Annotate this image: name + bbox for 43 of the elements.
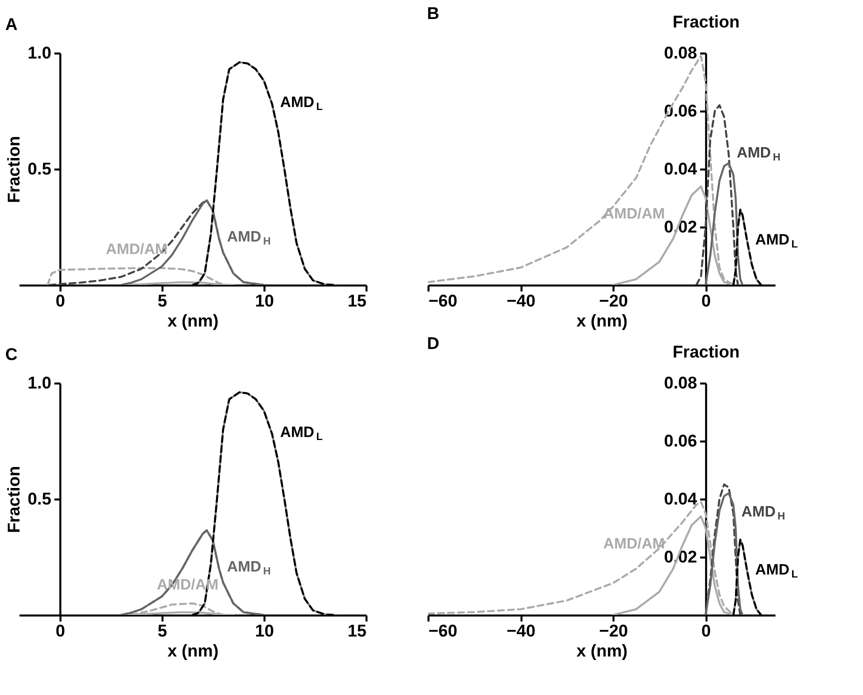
chart-title: B bbox=[427, 4, 440, 23]
x-tick-label: −40 bbox=[506, 622, 536, 640]
y-tick-label: 0.02 bbox=[664, 548, 698, 566]
x-tick-label: −60 bbox=[428, 292, 458, 310]
x-tick-label: 5 bbox=[158, 622, 168, 640]
y-tick-label: 0.08 bbox=[664, 374, 698, 392]
x-axis-title: x (nm) bbox=[168, 642, 218, 660]
x-tick-label: −20 bbox=[599, 622, 628, 640]
x-tick-label: 0 bbox=[56, 622, 66, 640]
y-tick-label: 1.0 bbox=[28, 44, 52, 62]
y-axis-title: Fraction bbox=[672, 342, 740, 362]
x-tick-label: −40 bbox=[506, 292, 536, 310]
x-axis-title: x (nm) bbox=[168, 312, 218, 330]
x-tick-label: 15 bbox=[348, 622, 366, 640]
y-tick-label: 0.04 bbox=[664, 490, 698, 508]
x-axis-title: x (nm) bbox=[576, 312, 628, 330]
x-tick-label: −60 bbox=[428, 622, 458, 640]
x-tick-label: 5 bbox=[158, 292, 168, 310]
y-tick-label: 1.0 bbox=[28, 374, 52, 392]
y-tick-label: 0.04 bbox=[664, 160, 698, 178]
y-tick-label: 0.08 bbox=[664, 44, 698, 62]
x-tick-label: 10 bbox=[254, 622, 274, 640]
chart-title: D bbox=[427, 334, 440, 353]
y-tick-label: 0.5 bbox=[28, 160, 52, 178]
x-tick-label: 0 bbox=[701, 622, 711, 640]
y-tick-label: 0.06 bbox=[664, 102, 698, 120]
y-tick-label: 0.02 bbox=[664, 218, 698, 236]
x-tick-label: 10 bbox=[254, 292, 274, 310]
x-tick-label: 0 bbox=[701, 292, 711, 310]
chart-title: C bbox=[5, 345, 18, 364]
y-tick-label: 0.06 bbox=[664, 432, 698, 450]
x-axis-title: x (nm) bbox=[576, 642, 628, 660]
series-label: AMD/AM bbox=[106, 241, 168, 258]
y-axis-title: Fraction bbox=[4, 136, 24, 204]
y-axis-title: Fraction bbox=[4, 466, 24, 534]
series-label: AMD/AM bbox=[603, 205, 665, 222]
series-label: AMD/AM bbox=[603, 535, 665, 552]
x-tick-label: 15 bbox=[348, 292, 366, 310]
y-tick-label: 0.5 bbox=[28, 490, 52, 508]
x-tick-label: −20 bbox=[599, 292, 628, 310]
chart-title: A bbox=[5, 15, 18, 34]
x-tick-label: 0 bbox=[56, 292, 66, 310]
y-axis-title: Fraction bbox=[672, 12, 740, 32]
